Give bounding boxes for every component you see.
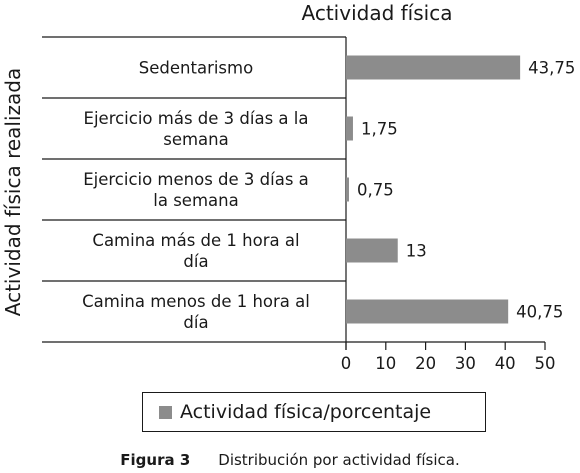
x-tick-label: 40 [495,354,516,373]
plot-area: 0 10 20 30 40 50 Sedentarismo 43,75 Ejercicio má… [42,36,575,373]
caption-text: Distribución por actividad física. [218,451,460,469]
bar [346,238,398,263]
chart: Actividad física Actividad física realiz… [1,1,575,373]
category-label: la semana [153,191,238,210]
legend-swatch [159,405,172,419]
bar [346,177,349,202]
category-label: Sedentarismo [139,59,253,78]
x-tick-label: 30 [455,354,476,373]
data-label: 0,75 [357,181,394,200]
category-label: día [183,252,208,271]
category-label: día [183,313,208,332]
x-tick-label: 50 [535,354,556,373]
bar [346,299,509,324]
bar [346,116,353,141]
category-label: Camina más de 1 hora al [92,231,299,250]
x-tick-label: 10 [375,354,396,373]
data-label: 13 [406,242,427,261]
figure-caption: Figura 3 Distribución por actividad físic… [0,451,580,469]
legend: Actividad física/porcentaje [142,392,486,432]
chart-title: Actividad física [302,1,453,25]
bar [346,55,521,80]
data-label: 40,75 [516,303,563,322]
category-label: Camina menos de 1 hora al [82,292,310,311]
x-tick-label: 20 [415,354,436,373]
y-axis-label: Actividad física realizada [1,68,25,316]
data-label: 43,75 [528,59,575,78]
caption-label: Figura 3 [120,451,191,469]
category-label: Ejercicio menos de 3 días a [83,170,309,189]
x-tick-label: 0 [341,354,352,373]
data-label: 1,75 [361,120,398,139]
category-label: semana [163,130,229,149]
category-label: Ejercicio más de 3 días a la [84,109,309,128]
legend-label: Actividad física/porcentaje [180,401,432,423]
